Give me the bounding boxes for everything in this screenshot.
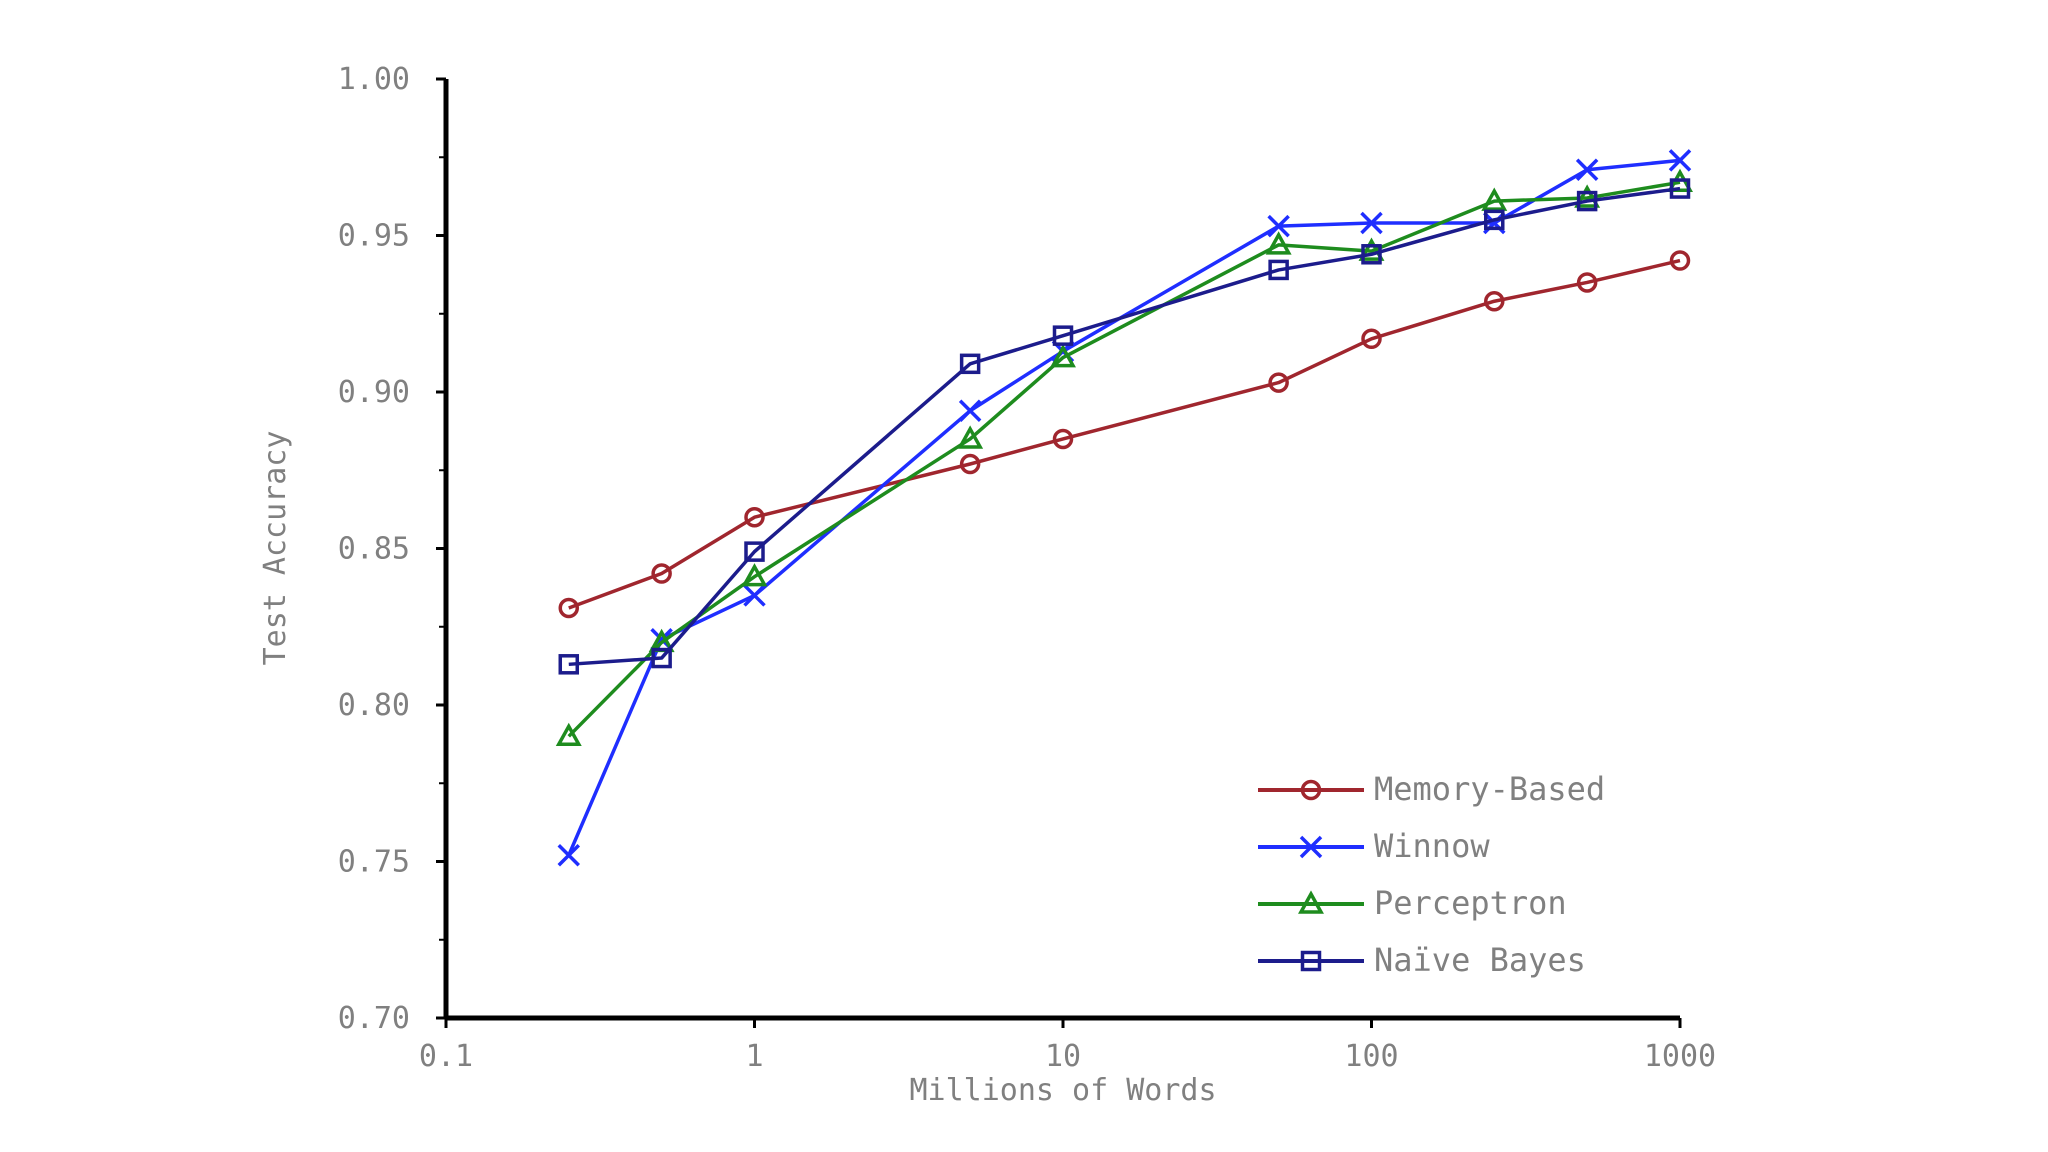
x-tick-label: 100 bbox=[1344, 1039, 1398, 1074]
data-point bbox=[1265, 231, 1292, 255]
x-axis-ticks: 0.1 1 10 100 1000 bbox=[419, 1018, 1716, 1074]
data-point bbox=[1484, 209, 1505, 231]
data-point bbox=[1669, 250, 1691, 271]
data-point bbox=[1576, 272, 1598, 293]
data-point bbox=[959, 353, 981, 375]
x-axis-title: Millions of Words bbox=[909, 1073, 1216, 1108]
data-point bbox=[1052, 325, 1074, 346]
data-point bbox=[1574, 184, 1601, 208]
data-point bbox=[1268, 259, 1289, 281]
data-point bbox=[1668, 149, 1692, 172]
data-point bbox=[1576, 190, 1598, 212]
data-point bbox=[957, 425, 984, 449]
data-point bbox=[743, 584, 766, 607]
legend-label: Winnow bbox=[1374, 827, 1490, 865]
y-tick-label: 0.95 bbox=[338, 219, 410, 254]
data-point bbox=[1361, 244, 1382, 265]
data-point bbox=[651, 563, 672, 584]
legend: Memory-Based Winnow Perceptron Naïve Bayes bbox=[1258, 770, 1605, 979]
legend-marker bbox=[1299, 835, 1323, 859]
data-point bbox=[1669, 178, 1691, 199]
data-point bbox=[555, 722, 582, 747]
legend-marker bbox=[1298, 890, 1324, 914]
data-point bbox=[1484, 290, 1505, 312]
series-winnow bbox=[557, 149, 1692, 867]
legend-entry: Winnow bbox=[1258, 827, 1490, 865]
legend-marker bbox=[1300, 779, 1322, 801]
legend-label: Memory-Based bbox=[1374, 770, 1605, 808]
x-tick-label: 1000 bbox=[1644, 1039, 1716, 1074]
legend-entry: Memory-Based bbox=[1258, 770, 1605, 808]
y-tick-label: 0.85 bbox=[338, 532, 410, 567]
series-line bbox=[568, 258, 1681, 610]
data-point bbox=[1361, 328, 1382, 350]
y-tick-label: 0.90 bbox=[338, 375, 410, 410]
series-na-ve-bayes bbox=[558, 178, 1691, 675]
data-point bbox=[1481, 187, 1508, 211]
data-point bbox=[1358, 237, 1385, 261]
data-point bbox=[1050, 343, 1076, 368]
series-line bbox=[567, 180, 1681, 738]
series-line bbox=[568, 186, 1681, 667]
x-tick-label: 0.1 bbox=[419, 1039, 473, 1074]
y-tick-label: 0.80 bbox=[338, 688, 410, 723]
series-line bbox=[567, 158, 1681, 856]
y-axis-ticks: 0.70 0.75 0.80 0.85 0.90 0.95 1.00 bbox=[338, 62, 446, 1036]
legend-label: Naïve Bayes bbox=[1374, 941, 1586, 979]
y-tick-label: 0.70 bbox=[338, 1001, 410, 1036]
x-tick-label: 10 bbox=[1045, 1039, 1081, 1074]
data-point bbox=[958, 399, 982, 423]
y-tick-label: 0.75 bbox=[338, 845, 410, 880]
data-point bbox=[1360, 211, 1383, 235]
series-perceptron bbox=[555, 168, 1693, 747]
data-point bbox=[1052, 428, 1074, 450]
legend-entry: Naïve Bayes bbox=[1258, 941, 1586, 979]
data-point bbox=[558, 654, 580, 675]
data-point bbox=[558, 597, 580, 619]
legend-entry: Perceptron bbox=[1258, 884, 1567, 922]
y-tick-label: 1.00 bbox=[338, 62, 410, 97]
legend-label: Perceptron bbox=[1374, 884, 1567, 922]
series-layer bbox=[555, 149, 1693, 867]
data-point bbox=[651, 647, 672, 669]
data-point bbox=[1575, 158, 1599, 182]
data-point bbox=[1268, 372, 1289, 393]
data-point bbox=[741, 563, 768, 587]
data-point bbox=[744, 541, 765, 562]
data-point bbox=[1267, 214, 1290, 238]
data-point bbox=[557, 844, 581, 867]
y-axis-title: Test Accuracy bbox=[258, 431, 293, 666]
x-tick-label: 1 bbox=[745, 1039, 763, 1074]
data-point bbox=[959, 453, 981, 475]
data-point bbox=[744, 506, 765, 528]
legend-marker bbox=[1300, 950, 1322, 972]
series-memory-based bbox=[558, 250, 1691, 619]
